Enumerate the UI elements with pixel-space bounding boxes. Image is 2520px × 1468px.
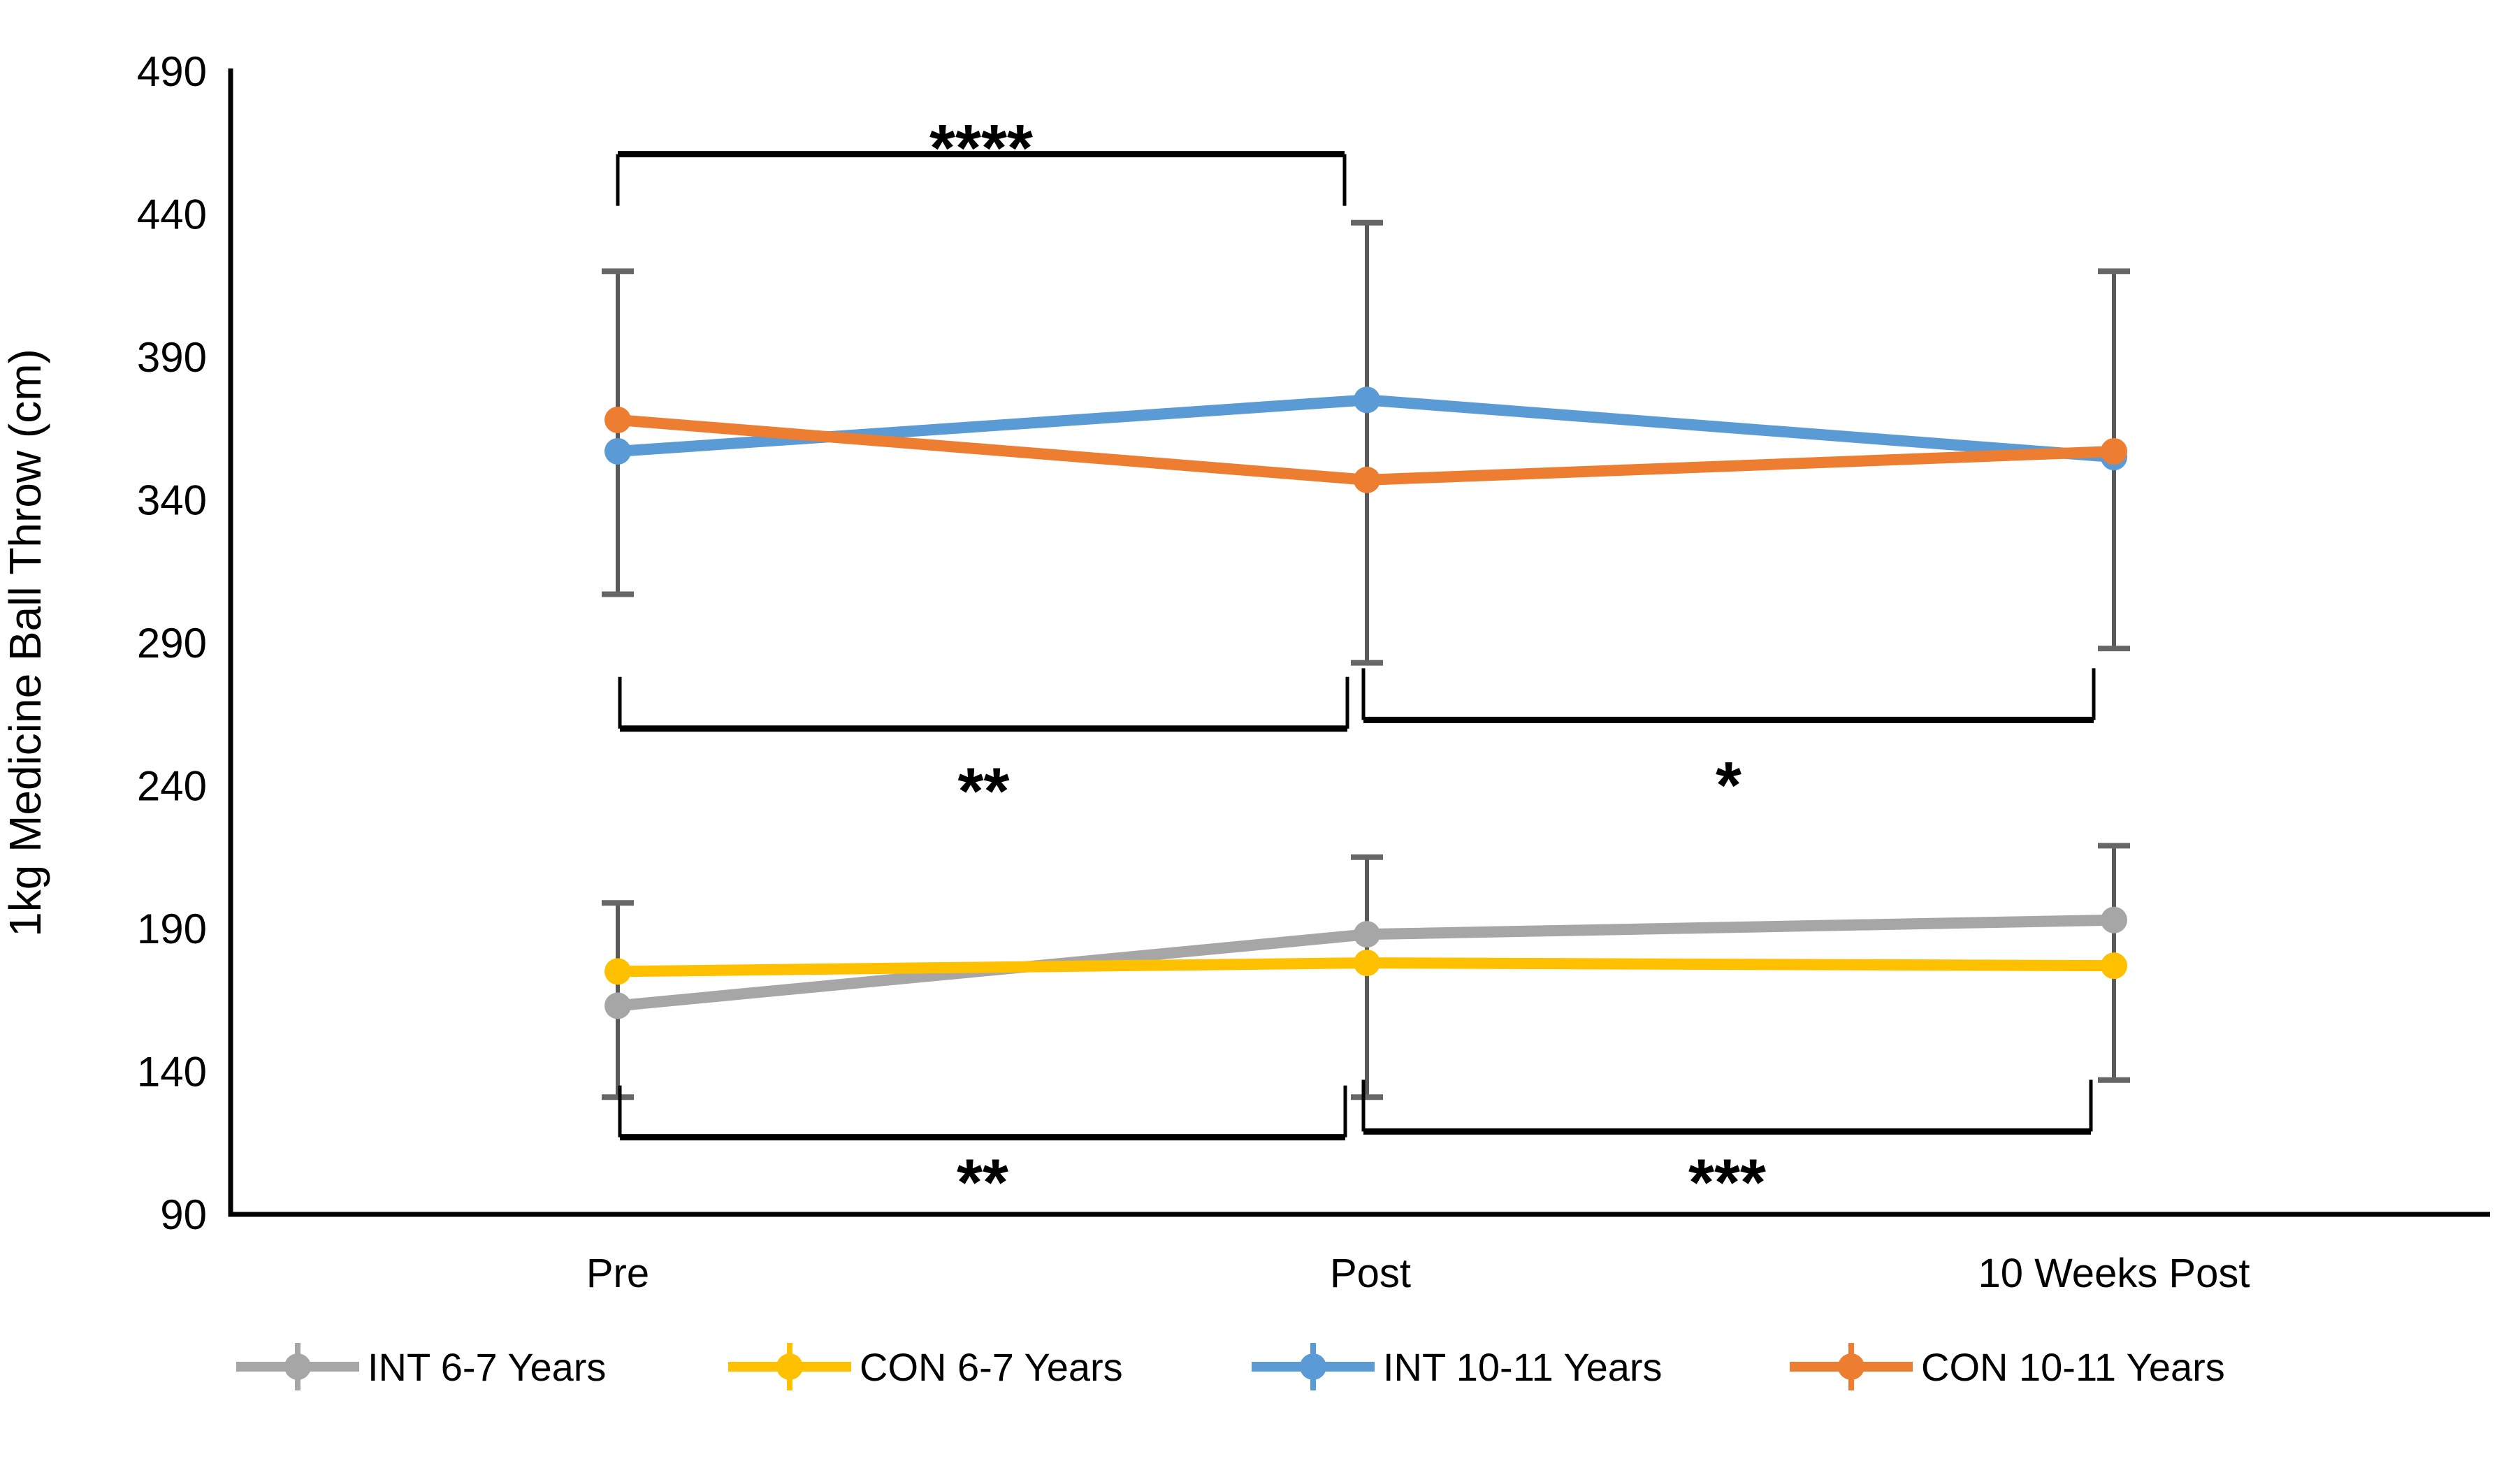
data-point-marker (604, 958, 631, 985)
significance-stars: **** (929, 111, 1033, 185)
legend-label: CON 10-11 Years (1921, 1345, 2225, 1389)
significance-stars: ** (957, 1146, 1008, 1220)
y-tick-label: 290 (137, 620, 207, 667)
legend-label: INT 10-11 Years (1383, 1345, 1663, 1389)
x-tick-label: Post (1330, 1251, 1411, 1296)
data-point-marker (1354, 921, 1380, 948)
legend-swatch-marker (284, 1353, 311, 1380)
data-point-marker (604, 992, 631, 1019)
y-tick-label: 340 (137, 477, 207, 524)
data-point-marker (2101, 952, 2127, 980)
legend-swatch-marker (776, 1353, 803, 1380)
data-point-marker (1354, 386, 1380, 414)
data-point-marker (604, 437, 631, 465)
y-tick-label: 490 (137, 48, 207, 95)
legend-swatch-marker (1838, 1353, 1864, 1380)
legend-label: CON 6-7 Years (860, 1345, 1123, 1389)
y-tick-label: 440 (137, 191, 207, 238)
data-point-marker (1354, 466, 1380, 493)
y-tick-label: 240 (137, 763, 207, 810)
x-tick-label: Pre (586, 1251, 649, 1296)
data-point-marker (2101, 437, 2127, 465)
y-tick-label: 390 (137, 334, 207, 381)
y-tick-label: 190 (137, 906, 207, 952)
data-point-marker (2101, 906, 2127, 933)
y-tick-label: 90 (160, 1191, 207, 1238)
significance-stars: *** (1688, 1146, 1766, 1220)
legend-label: INT 6-7 Years (368, 1345, 606, 1389)
y-tick-label: 140 (137, 1049, 207, 1096)
legend-swatch-marker (1300, 1353, 1326, 1380)
data-point-marker (604, 406, 631, 433)
x-tick-label: 10 Weeks Post (1978, 1251, 2250, 1296)
significance-stars: ** (958, 754, 1010, 828)
significance-stars: * (1716, 748, 1741, 822)
y-axis-title: 1kg Medicine Ball Throw (cm) (0, 349, 50, 937)
data-point-marker (1354, 950, 1380, 977)
